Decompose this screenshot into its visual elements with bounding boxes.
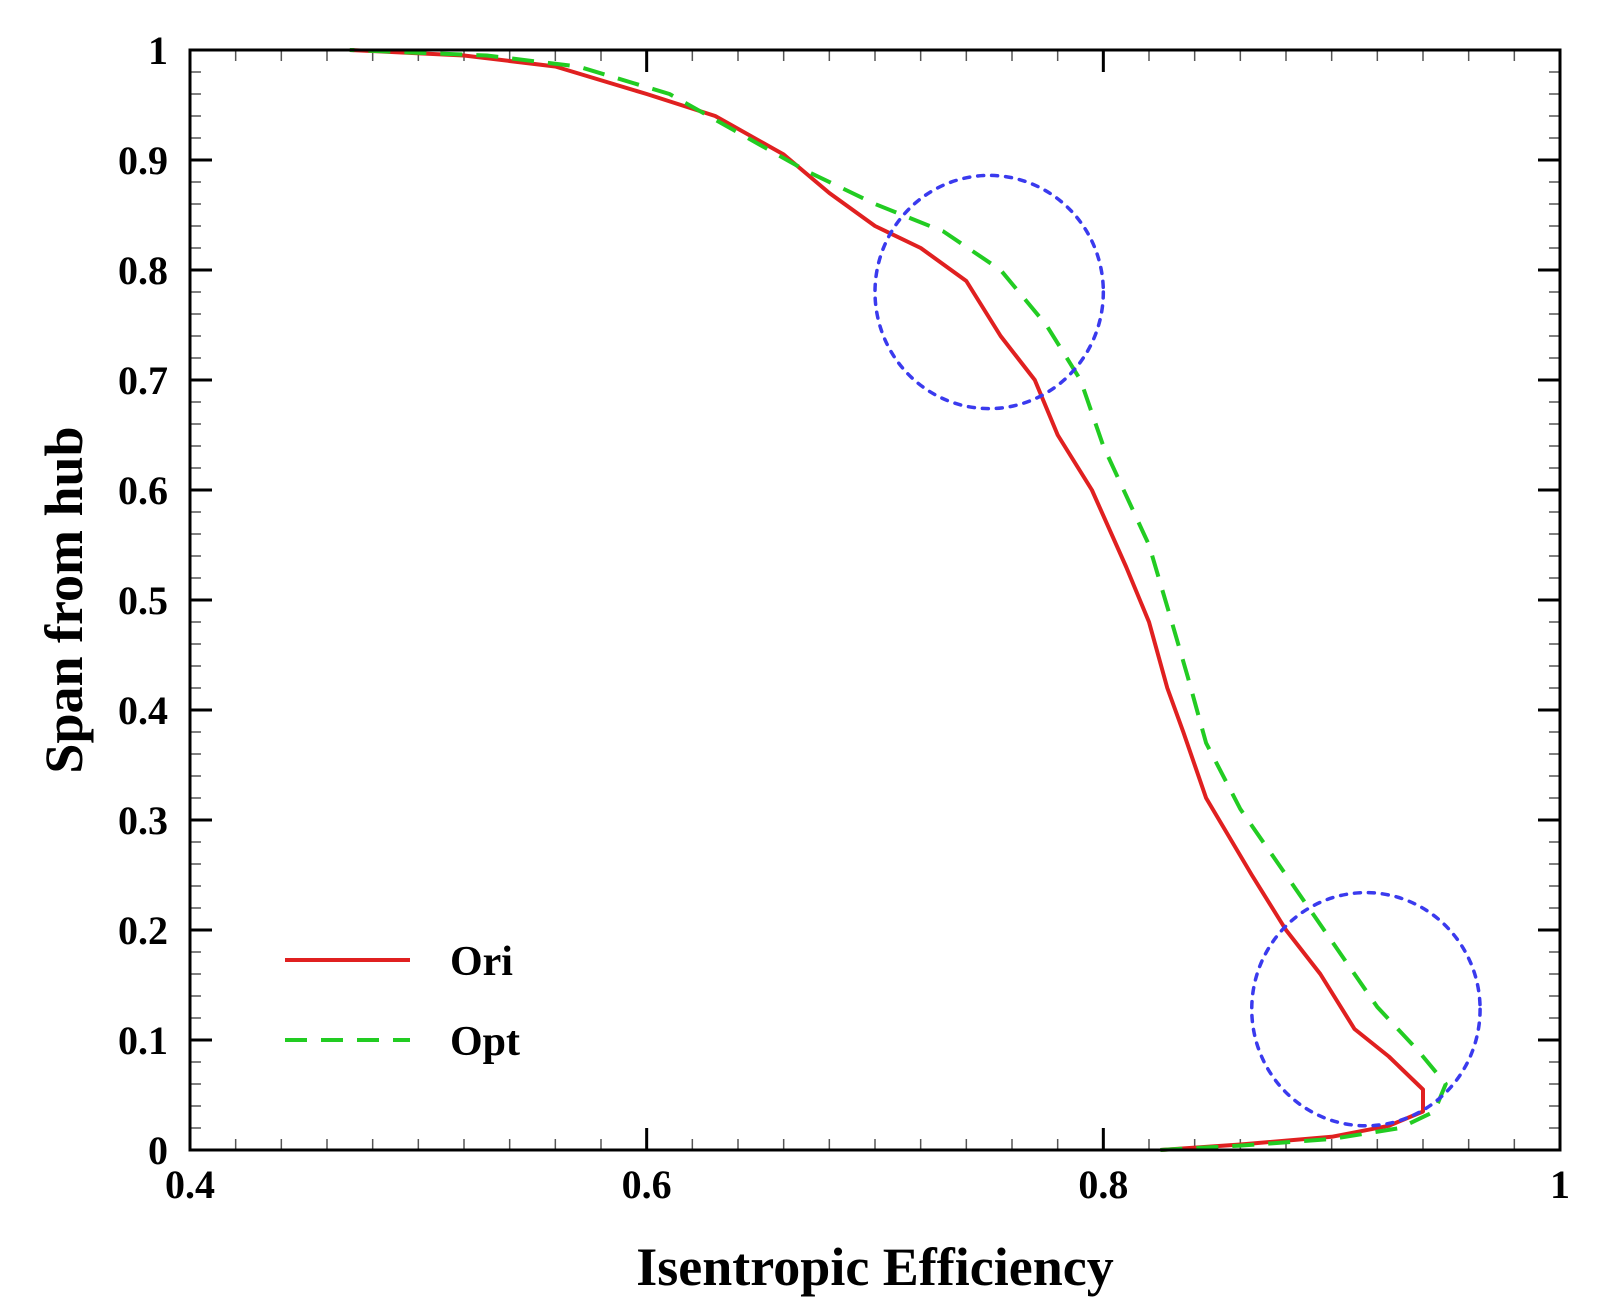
x-tick-label: 1 — [1550, 1162, 1570, 1207]
y-tick-label: 0.6 — [118, 468, 168, 513]
x-tick-label: 0.4 — [165, 1162, 215, 1207]
y-tick-label: 0.3 — [118, 798, 168, 843]
series-line-ori — [349, 48, 1425, 1152]
x-tick-label: 0.6 — [622, 1162, 672, 1207]
annotation-layer — [873, 173, 1482, 1128]
tick-labels: 0.4 0.6 0.8 1 0 0.1 0.2 0.3 0.4 0.5 0.6 0.7 0.8 0.9 1 — [118, 28, 1570, 1207]
highlight-circle-1 — [873, 173, 1106, 411]
y-tick-label: 0.7 — [118, 358, 168, 403]
plot-frame — [188, 48, 1562, 1152]
minor-ticks — [190, 50, 1560, 1150]
legend-label-ori: Ori — [450, 939, 513, 985]
y-tick-label: 0.2 — [118, 908, 168, 953]
y-tick-label: 0.9 — [118, 138, 168, 183]
legend: Ori Opt — [285, 939, 520, 1065]
major-ticks — [188, 48, 1562, 1152]
y-axis-title: Span from hub — [34, 426, 94, 773]
y-tick-label: 0.4 — [118, 688, 168, 733]
highlight-circle-2 — [1250, 890, 1482, 1128]
x-axis-title: Isentropic Efficiency — [636, 1237, 1113, 1297]
y-tick-label: 0 — [148, 1128, 168, 1173]
x-tick-label: 0.8 — [1078, 1162, 1128, 1207]
legend-label-opt: Opt — [450, 1019, 520, 1065]
y-tick-label: 0.8 — [118, 248, 168, 293]
y-tick-label: 1 — [148, 28, 168, 73]
y-tick-label: 0.1 — [118, 1018, 168, 1063]
y-tick-label: 0.5 — [118, 578, 168, 623]
series-layer — [349, 48, 1448, 1152]
series-line-opt — [349, 48, 1448, 1152]
